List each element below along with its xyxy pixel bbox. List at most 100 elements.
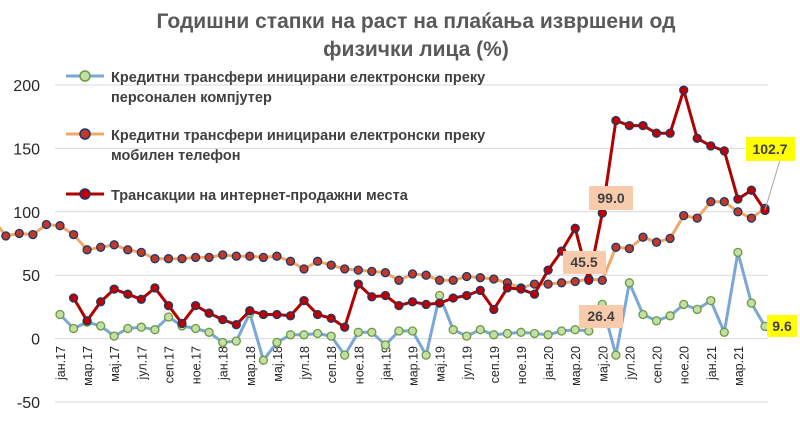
series-point-mobile <box>150 254 160 264</box>
series-point-internet <box>299 295 309 306</box>
series-point-internet <box>529 289 540 299</box>
series-point-internet <box>109 284 119 294</box>
series-point-internet <box>706 141 716 151</box>
chart-title-line-1: Годишни стапки на раст на плаќања изврше… <box>157 10 676 33</box>
x-tick-label: јан.20 <box>542 346 556 381</box>
series-point-internet <box>68 293 79 303</box>
series-point-pc <box>272 337 282 348</box>
series-point-mobile <box>421 270 431 280</box>
series-point-internet <box>204 308 214 318</box>
x-tick-label: сеп.20 <box>651 346 665 383</box>
series-point-internet <box>190 300 201 311</box>
x-tick-label: ное.17 <box>190 346 204 384</box>
series-point-pc <box>218 337 228 348</box>
series-point-mobile <box>692 213 702 223</box>
series-point-internet <box>475 285 485 296</box>
series-point-pc <box>489 330 499 340</box>
series-point-internet <box>136 294 146 304</box>
series-line-internet <box>72 88 767 329</box>
series-point-pc <box>190 323 201 334</box>
x-tick-label: мар.19 <box>407 346 421 386</box>
series-point-mobile <box>96 242 106 252</box>
series-point-pc <box>502 328 513 339</box>
series-point-pc <box>394 326 404 336</box>
series-point-pc <box>96 321 106 331</box>
series-point-mobile <box>109 240 119 250</box>
data-label-99-0: 99.0 <box>597 190 624 206</box>
series-point-internet <box>231 320 241 330</box>
series-point-internet <box>326 313 336 323</box>
gridlines <box>55 84 768 403</box>
x-axis-tick-labels: јан.17 мар.17 мај.17 јул.17 сеп.17 ное.17 јан.… <box>54 346 746 386</box>
series-point-mobile <box>123 245 133 255</box>
series-point-mobile <box>190 252 201 263</box>
x-tick-label: мар.18 <box>244 346 258 386</box>
x-tick-label: сеп.18 <box>325 346 339 383</box>
series-point-mobile <box>82 245 92 255</box>
series-point-pc <box>638 309 648 320</box>
chart-title-line-2: физички лица (%) <box>323 38 509 61</box>
series-point-internet <box>218 314 228 325</box>
series-point-pc <box>163 312 174 322</box>
series-point-internet <box>611 115 621 126</box>
series-point-mobile <box>218 250 228 260</box>
series-point-pc <box>55 309 65 320</box>
series-point-internet <box>597 208 607 218</box>
series-point-mobile <box>353 265 363 275</box>
series-point-mobile <box>340 264 350 274</box>
series-point-pc <box>706 295 716 306</box>
series-point-pc <box>231 336 241 346</box>
series-point-pc <box>136 322 146 332</box>
series-point-pc <box>624 278 635 288</box>
legend-label-pc-line-1: Кредитни трансфери иницирани електронски… <box>111 70 485 86</box>
series-point-internet <box>624 120 635 131</box>
series-point-pc <box>204 327 214 337</box>
series-point-internet <box>679 85 689 95</box>
x-tick-label: мај.20 <box>596 346 610 382</box>
legend-marker-mobile <box>79 128 91 140</box>
data-label-102-7: 102.7 <box>752 141 787 157</box>
series-point-internet <box>760 205 770 216</box>
series-point-mobile <box>638 232 648 242</box>
series-point-pc <box>109 331 119 341</box>
series-point-mobile <box>28 229 38 240</box>
series-point-internet <box>421 299 431 310</box>
series-point-mobile <box>136 247 146 258</box>
series-point-internet <box>163 300 174 311</box>
x-tick-label: ное.18 <box>352 346 366 384</box>
x-tick-label: мар.21 <box>732 346 746 386</box>
x-tick-label: сеп.17 <box>162 346 176 383</box>
series-point-mobile <box>475 273 485 283</box>
series-point-internet <box>733 194 743 204</box>
x-tick-label: јан.21 <box>705 346 719 381</box>
series-point-mobile <box>611 242 621 252</box>
series-point-mobile <box>258 252 269 263</box>
series-point-internet <box>285 311 296 321</box>
x-tick-label: мар.17 <box>81 346 95 386</box>
x-tick-label: мар.20 <box>569 346 583 386</box>
y-tick-label: 200 <box>13 78 40 95</box>
series-point-pc <box>462 331 472 341</box>
legend: Кредитни трансфери иницирани електронски… <box>66 70 485 204</box>
series-point-internet <box>584 275 594 285</box>
series-point-pc <box>475 325 485 335</box>
series-point-internet <box>407 297 418 307</box>
series-point-pc <box>150 325 160 335</box>
series-point-pc <box>719 327 729 337</box>
series-internet <box>68 85 770 332</box>
x-tick-label: мај.19 <box>434 346 448 382</box>
series-point-pc <box>312 328 323 339</box>
data-label-99-0-box <box>589 186 633 210</box>
series-point-internet <box>394 300 404 311</box>
series-point-internet <box>746 185 757 195</box>
series-point-mobile <box>380 268 391 278</box>
series-point-mobile <box>285 256 296 266</box>
series-point-pc <box>692 304 702 315</box>
y-tick-label: 50 <box>22 268 40 285</box>
series-point-mobile <box>489 274 499 284</box>
series-point-mobile <box>177 254 187 264</box>
series-point-pc <box>68 323 79 334</box>
series-point-internet <box>150 283 160 293</box>
x-tick-label: јан.17 <box>54 346 68 381</box>
series-point-internet <box>638 120 648 131</box>
